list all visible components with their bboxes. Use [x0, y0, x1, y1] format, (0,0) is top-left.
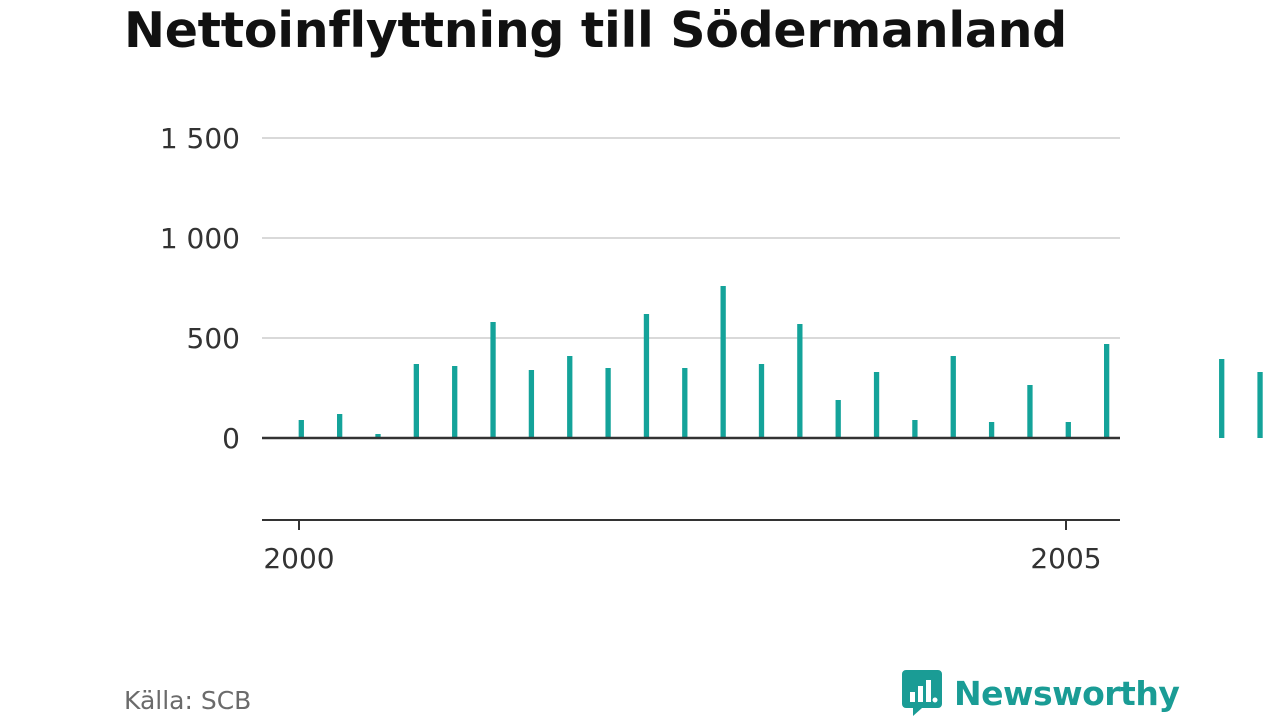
page-title: Nettoinflyttning till Södermanland — [124, 2, 1067, 59]
y-tick-label: 0 — [222, 422, 240, 455]
bar — [720, 286, 726, 438]
y-tick-label: 500 — [187, 322, 240, 355]
bar-series — [298, 286, 1263, 438]
logo-text: Newsworthy — [954, 673, 1180, 713]
source-note: Källa: SCB — [124, 686, 252, 715]
bar — [337, 414, 343, 438]
bar — [1027, 385, 1033, 438]
bar — [298, 420, 304, 438]
bar — [567, 356, 573, 438]
bar — [682, 368, 688, 438]
bar — [797, 324, 803, 438]
bar — [605, 368, 611, 438]
bar — [528, 370, 535, 438]
y-tick-label: 1 000 — [160, 222, 240, 255]
bar-chart-speech-bubble-icon — [902, 670, 942, 716]
bar — [758, 364, 765, 438]
bar — [452, 366, 458, 438]
y-tick-labels: 0 500 1 000 1 500 — [160, 122, 240, 455]
grid-lines — [262, 137, 1120, 339]
x-tick-label: 2005 — [1030, 542, 1101, 575]
bar — [1104, 344, 1110, 438]
bar — [835, 400, 841, 438]
bar — [1257, 372, 1263, 438]
x-tick-label: 2000 — [263, 542, 334, 575]
bar — [413, 364, 419, 438]
bar — [375, 434, 381, 438]
axes — [262, 436, 1120, 530]
bar — [950, 356, 956, 438]
bar — [912, 420, 918, 438]
bar — [873, 372, 880, 438]
y-tick-label: 1 500 — [160, 122, 240, 155]
bar — [1219, 359, 1225, 438]
bar — [643, 314, 650, 438]
newsworthy-logo[interactable]: Newsworthy — [902, 670, 1180, 716]
bar — [988, 422, 995, 438]
bar — [1065, 422, 1071, 438]
x-tick-labels: 200020052010201520202025 — [263, 542, 1101, 575]
bar — [490, 322, 496, 438]
